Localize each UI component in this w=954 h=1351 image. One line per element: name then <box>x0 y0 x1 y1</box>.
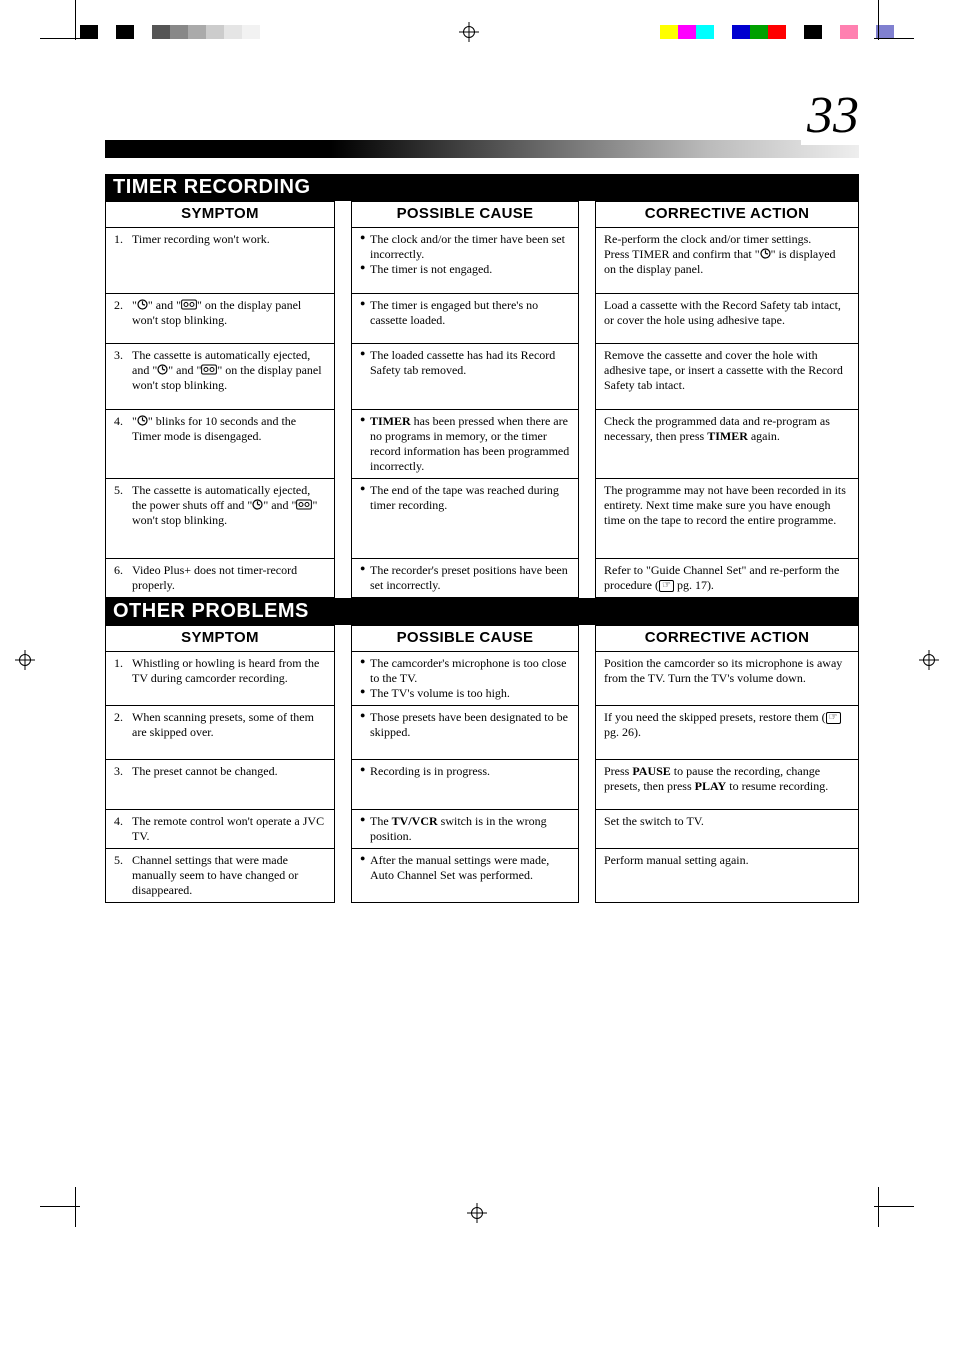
cause-cell: Recording is in progress. <box>351 760 579 810</box>
crop-mark <box>75 1187 76 1227</box>
cause-cell: The camcorder's microphone is too close … <box>351 652 579 706</box>
registration-mark-icon <box>459 22 479 42</box>
color-swatch <box>858 25 876 39</box>
symptom-cell: 4."" blinks for 10 seconds and the Timer… <box>105 410 335 479</box>
symptom-cell: 2.When scanning presets, some of them ar… <box>105 706 335 760</box>
header-gradient-bar <box>105 140 859 158</box>
cause-cell: The loaded cassette has had its Record S… <box>351 344 579 410</box>
symptom-cell: 1.Timer recording won't work. <box>105 228 335 294</box>
cause-cell: The TV/VCR switch is in the wrong positi… <box>351 810 579 849</box>
crop-mark <box>874 38 914 39</box>
color-swatch <box>804 25 822 39</box>
cause-cell: The timer is engaged but there's no cass… <box>351 294 579 344</box>
page-content: 33 TIMER RECORDINGSYMPTOMPOSSIBLE CAUSEC… <box>105 114 859 903</box>
symptom-cell: 3.The preset cannot be changed. <box>105 760 335 810</box>
color-swatch <box>714 25 732 39</box>
troubleshoot-table: SYMPTOM POSSIBLE CAUSE CORRECTIVE ACTION 1.… <box>105 625 859 903</box>
swatches-right <box>660 25 894 39</box>
color-swatch <box>768 25 786 39</box>
color-swatch <box>98 25 116 39</box>
crop-mark <box>878 1187 879 1227</box>
crop-mark <box>874 1206 914 1207</box>
crop-mark <box>75 0 76 40</box>
color-swatch <box>152 25 170 39</box>
section-title: TIMER RECORDING <box>105 174 859 201</box>
crop-mark <box>40 38 80 39</box>
troubleshoot-table: SYMPTOM POSSIBLE CAUSE CORRECTIVE ACTION 1.… <box>105 201 859 598</box>
color-swatch <box>678 25 696 39</box>
color-swatch <box>134 25 152 39</box>
action-cell: Set the switch to TV. <box>595 810 859 849</box>
symptom-cell: 2."" and "" on the display panel won't s… <box>105 294 335 344</box>
action-cell: Check the programmed data and re-program… <box>595 410 859 479</box>
symptom-cell: 3.The cassette is automatically ejected,… <box>105 344 335 410</box>
action-cell: The programme may not have been recorded… <box>595 479 859 559</box>
column-header: POSSIBLE CAUSE <box>351 201 579 228</box>
action-cell: Re-perform the clock and/or timer settin… <box>595 228 859 294</box>
cause-cell: The end of the tape was reached during t… <box>351 479 579 559</box>
symptom-cell: 4.The remote control won't operate a JVC… <box>105 810 335 849</box>
column-header: POSSIBLE CAUSE <box>351 625 579 652</box>
color-swatch <box>188 25 206 39</box>
column-header: SYMPTOM <box>105 201 335 228</box>
action-cell: Position the camcorder so its microphone… <box>595 652 859 706</box>
action-cell: Perform manual setting again. <box>595 849 859 903</box>
action-cell: Refer to "Guide Channel Set" and re-perf… <box>595 559 859 598</box>
color-swatch <box>242 25 260 39</box>
color-swatch <box>170 25 188 39</box>
action-cell: Remove the cassette and cover the hole w… <box>595 344 859 410</box>
cause-cell: The clock and/or the timer have been set… <box>351 228 579 294</box>
color-swatch <box>786 25 804 39</box>
color-swatch <box>80 25 98 39</box>
crop-mark <box>40 1206 80 1207</box>
column-header: CORRECTIVE ACTION <box>595 625 859 652</box>
cause-cell: After the manual settings were made, Aut… <box>351 849 579 903</box>
color-swatch <box>224 25 242 39</box>
color-swatch <box>750 25 768 39</box>
symptom-cell: 5.Channel settings that were made manual… <box>105 849 335 903</box>
print-color-bar <box>0 20 954 44</box>
page-sheet: 33 TIMER RECORDINGSYMPTOMPOSSIBLE CAUSEC… <box>0 0 954 1227</box>
cause-cell: The recorder's preset positions have bee… <box>351 559 579 598</box>
action-cell: Load a cassette with the Record Safety t… <box>595 294 859 344</box>
color-swatch <box>660 25 678 39</box>
symptom-cell: 5.The cassette is automatically ejected,… <box>105 479 335 559</box>
color-swatch <box>206 25 224 39</box>
color-swatch <box>260 25 278 39</box>
symptom-cell: 6.Video Plus+ does not timer-record prop… <box>105 559 335 598</box>
crop-mark <box>878 0 879 40</box>
registration-mark-bottom <box>0 1203 954 1227</box>
column-header: CORRECTIVE ACTION <box>595 201 859 228</box>
cause-cell: Those presets have been designated to be… <box>351 706 579 760</box>
color-swatch <box>822 25 840 39</box>
page-number: 33 <box>801 86 859 145</box>
page-header: 33 <box>105 114 859 170</box>
cause-cell: TIMER has been pressed when there are no… <box>351 410 579 479</box>
swatches-left <box>80 25 278 39</box>
color-swatch <box>840 25 858 39</box>
registration-mark-icon <box>919 650 939 670</box>
color-swatch <box>732 25 750 39</box>
color-swatch <box>116 25 134 39</box>
registration-mark-icon <box>15 650 35 670</box>
color-swatch <box>696 25 714 39</box>
action-cell: Press PAUSE to pause the recording, chan… <box>595 760 859 810</box>
action-cell: If you need the skipped presets, restore… <box>595 706 859 760</box>
column-header: SYMPTOM <box>105 625 335 652</box>
symptom-cell: 1.Whistling or howling is heard from the… <box>105 652 335 706</box>
section-title: OTHER PROBLEMS <box>105 598 859 625</box>
